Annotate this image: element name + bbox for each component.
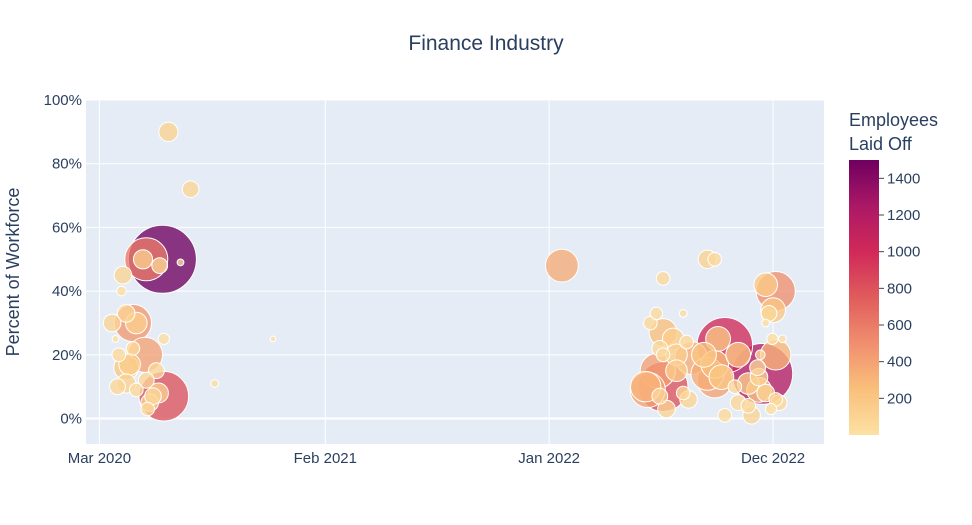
data-point[interactable]	[665, 359, 688, 383]
data-point[interactable]	[176, 258, 185, 267]
data-point[interactable]	[778, 334, 787, 344]
data-point[interactable]	[116, 285, 127, 297]
data-point[interactable]	[707, 251, 723, 267]
y-tick-label: 0%	[60, 411, 82, 428]
data-point[interactable]	[755, 349, 766, 361]
data-point[interactable]	[749, 359, 766, 377]
colorbar-tick-label: 800	[887, 280, 912, 297]
data-point[interactable]	[764, 402, 778, 416]
colorbar-title-line2: Laid Off	[849, 134, 913, 154]
colorbar	[849, 160, 879, 435]
data-point[interactable]	[109, 378, 126, 396]
colorbar-tick-label: 600	[887, 317, 912, 334]
data-point[interactable]	[655, 347, 671, 363]
data-point[interactable]	[129, 382, 144, 398]
data-point[interactable]	[151, 257, 169, 275]
data-point[interactable]	[717, 408, 733, 423]
data-point[interactable]	[725, 341, 752, 368]
data-point[interactable]	[113, 265, 133, 285]
data-point[interactable]	[678, 309, 688, 318]
data-point[interactable]	[116, 304, 136, 323]
colorbar-tick-label: 200	[887, 390, 912, 407]
data-point[interactable]	[675, 385, 691, 401]
data-point[interactable]	[761, 318, 771, 328]
data-point[interactable]	[125, 341, 141, 356]
colorbar-tick-label: 1400	[887, 170, 920, 187]
data-point[interactable]	[140, 401, 155, 417]
data-point[interactable]	[766, 332, 779, 345]
data-point[interactable]	[132, 249, 154, 270]
data-point[interactable]	[111, 335, 120, 343]
y-tick-label: 80%	[52, 156, 82, 173]
data-point[interactable]	[181, 180, 200, 198]
x-tick-label: Dec 2022	[741, 450, 805, 467]
data-point[interactable]	[102, 313, 122, 333]
data-point[interactable]	[210, 379, 220, 388]
colorbar-tick-label: 1000	[887, 244, 920, 261]
data-point[interactable]	[679, 334, 694, 350]
data-point[interactable]	[158, 121, 179, 142]
y-tick-label: 40%	[52, 283, 82, 300]
data-point[interactable]	[111, 347, 127, 363]
chart-title: Finance Industry	[408, 32, 564, 55]
data-point[interactable]	[727, 379, 743, 395]
x-tick-label: Jan 2022	[518, 450, 580, 467]
data-point[interactable]	[649, 306, 664, 321]
data-point[interactable]	[655, 271, 671, 286]
colorbar-tick-label: 1200	[887, 207, 920, 224]
data-point[interactable]	[545, 248, 579, 283]
data-point[interactable]	[753, 272, 779, 298]
colorbar-title-line1: Employees	[849, 110, 938, 130]
colorbar-ticks: 200 400 600 800 1000 1200 1400	[879, 170, 920, 407]
data-point[interactable]	[760, 305, 778, 322]
data-point[interactable]	[137, 371, 155, 389]
data-point[interactable]	[691, 341, 717, 368]
x-tick-label: Mar 2020	[68, 450, 131, 467]
data-point[interactable]	[269, 335, 277, 343]
data-point[interactable]	[157, 332, 170, 345]
x-tick-label: Feb 2021	[294, 450, 357, 467]
y-tick-label: 60%	[52, 219, 82, 236]
axis-layer: 0% 20% 40% 60% 80% 100% Mar 2020 Feb 2021 Jan 20…	[44, 92, 806, 467]
points-layer[interactable]	[102, 121, 796, 425]
data-point[interactable]	[708, 364, 735, 391]
y-tick-label: 100%	[44, 92, 82, 109]
colorbar-tick-label: 400	[887, 354, 912, 371]
data-point[interactable]	[740, 398, 757, 414]
data-point[interactable]	[651, 387, 669, 405]
y-axis-title: Percent of Workforce	[3, 188, 23, 357]
y-tick-label: 20%	[52, 347, 82, 364]
